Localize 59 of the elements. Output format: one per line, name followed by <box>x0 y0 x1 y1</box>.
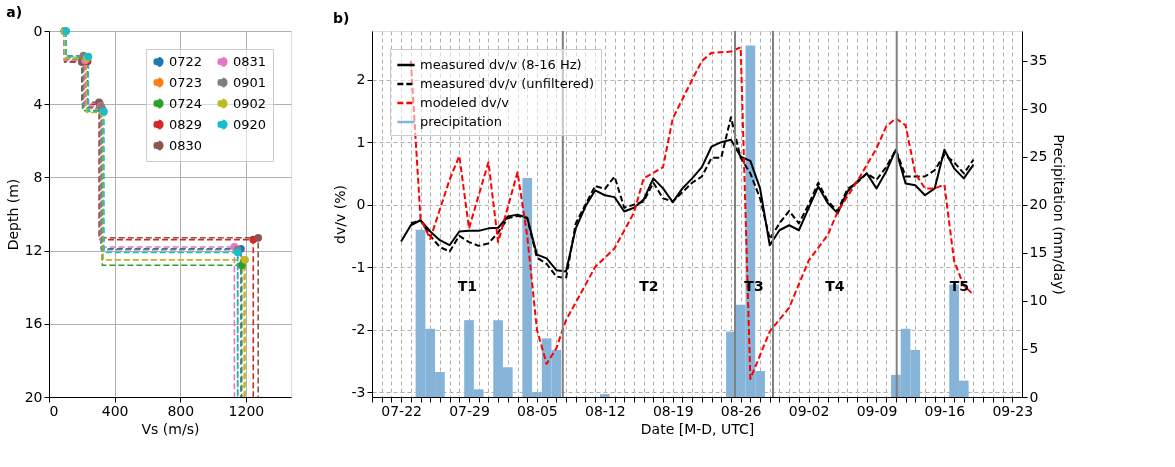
chart-title: a) <box>6 4 23 20</box>
y2-tick-label: 10 <box>1029 292 1048 309</box>
annotation: T2 <box>639 278 659 295</box>
x-tick-label: 09-23 <box>992 402 1034 419</box>
y2-tick-label: 20 <box>1029 196 1048 213</box>
legend-label: modeled dv/v <box>420 95 510 110</box>
y-tick-label: -2 <box>351 321 366 338</box>
annotation: T3 <box>744 278 764 295</box>
x-axis-title: Date [M-D, UTC] <box>640 420 755 437</box>
legend-label: 0723 <box>169 74 203 90</box>
x-tick-label: 08-05 <box>517 402 558 419</box>
legend-label: 0829 <box>169 116 203 132</box>
legend-label: 0902 <box>233 95 267 111</box>
annotation: T5 <box>949 278 969 295</box>
legend-label: measured dv/v (unfiltered) <box>420 76 595 91</box>
y2-tick-label: 5 <box>1029 340 1039 357</box>
y-tick-label: -1 <box>351 258 366 275</box>
x-tick-label: 07-29 <box>449 402 490 419</box>
x-tick-label: 08-26 <box>720 402 762 419</box>
y-tick-label: 1 <box>356 133 366 150</box>
annotation: T1 <box>457 278 478 295</box>
x-tick-label: 09-02 <box>788 402 830 419</box>
y2-tick-label: 35 <box>1029 52 1048 69</box>
y-tick-label: 0 <box>356 196 366 213</box>
chart-title: b) <box>333 10 350 26</box>
y-tick-label: 12 <box>24 242 43 259</box>
legend-label: 0831 <box>233 53 267 69</box>
legend-label: 0830 <box>169 137 203 153</box>
y-tick-label: 4 <box>33 95 43 112</box>
x-tick-label: 09-16 <box>924 402 966 419</box>
y2-axis-title: Precipitation (mm/day) <box>1051 134 1068 295</box>
legend-label: precipitation <box>420 114 502 129</box>
y-tick-label: 16 <box>24 315 43 332</box>
legend-label: 0724 <box>169 95 203 111</box>
y-tick-label: 8 <box>33 168 43 185</box>
x-tick-label: 1200 <box>228 402 265 419</box>
annotation: T4 <box>825 278 845 295</box>
x-tick-label: 08-19 <box>652 402 694 419</box>
legend-label: 0920 <box>233 116 267 132</box>
x-axis-title: Vs (m/s) <box>141 420 200 437</box>
y-axis-title: Depth (m) <box>4 178 21 251</box>
x-tick-label: 08-12 <box>584 402 626 419</box>
y2-tick-label: 15 <box>1029 244 1048 261</box>
y-tick-label: 0 <box>33 22 43 39</box>
y2-tick-label: 30 <box>1029 100 1048 117</box>
x-tick-label: 400 <box>101 402 129 419</box>
x-tick-label: 07-22 <box>381 402 422 419</box>
y-tick-label: -3 <box>351 383 366 400</box>
y-tick-label: 20 <box>24 388 43 405</box>
y-tick-label: 2 <box>356 71 366 88</box>
x-tick-label: 800 <box>167 402 195 419</box>
x-tick-label: 09-09 <box>856 402 898 419</box>
legend-label: 0901 <box>233 74 267 90</box>
y-axis-title: dv/v (%) <box>331 185 348 244</box>
legend-label: measured dv/v (8-16 Hz) <box>420 57 582 72</box>
y2-tick-label: 0 <box>1029 388 1039 405</box>
y2-tick-label: 25 <box>1029 148 1048 165</box>
legend-label: 0722 <box>169 53 203 69</box>
x-tick-label: 0 <box>49 402 59 419</box>
